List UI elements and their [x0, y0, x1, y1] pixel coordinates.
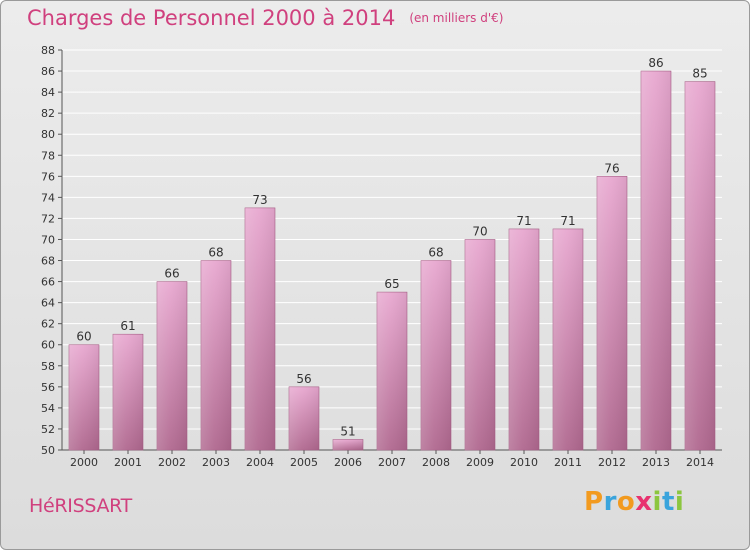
logo-letter: i — [674, 487, 685, 517]
bar-shade — [465, 239, 495, 450]
logo-letter: t — [661, 487, 675, 517]
y-tick-label: 88 — [41, 44, 55, 57]
title-text: Charges de Personnel 2000 à 2014 — [27, 6, 396, 30]
bar-value-label: 76 — [604, 161, 619, 175]
bar-value-label: 65 — [384, 277, 399, 291]
bar-shade — [377, 292, 407, 450]
bar-value-label: 71 — [560, 214, 575, 228]
commune-name: HéRISSART — [29, 495, 132, 517]
x-tick-label: 2004 — [246, 456, 274, 469]
y-tick-label: 86 — [41, 65, 55, 78]
bar-value-label: 86 — [648, 56, 663, 70]
x-tick-label: 2010 — [510, 456, 538, 469]
bars — [68, 70, 716, 451]
y-tick-label: 52 — [41, 423, 55, 436]
bar-value-label: 85 — [692, 67, 707, 81]
bar-shade — [553, 228, 583, 450]
y-tick-label: 80 — [41, 128, 55, 141]
y-tick-label: 70 — [41, 233, 55, 246]
bar-value-label: 60 — [76, 330, 91, 344]
bar-shade — [641, 71, 671, 450]
logo-letter: P — [584, 487, 604, 517]
x-tick-label: 2013 — [642, 456, 670, 469]
bar-value-label: 51 — [340, 424, 355, 438]
labels: 60 2000 61 2001 66 2002 68 2003 73 2004 56 2005 51 20… — [70, 56, 714, 469]
y-tick-label: 64 — [41, 297, 55, 310]
x-tick-label: 2005 — [290, 456, 318, 469]
bar-value-label: 61 — [120, 319, 135, 333]
bar-shade — [113, 334, 143, 450]
bar-shade — [69, 344, 99, 450]
x-tick-label: 2003 — [202, 456, 230, 469]
y-tick-label: 62 — [41, 318, 55, 331]
proxiti-logo: Proxiti — [584, 487, 684, 517]
y-tick-label: 58 — [41, 360, 55, 373]
x-tick-label: 2014 — [686, 456, 714, 469]
y-tick-label: 84 — [41, 86, 55, 99]
y-tick-label: 68 — [41, 255, 55, 268]
logo-letter: i — [652, 487, 662, 517]
bar-value-label: 71 — [516, 214, 531, 228]
bar-shade — [201, 260, 231, 450]
y-tick-label: 66 — [41, 276, 55, 289]
x-tick-label: 2006 — [334, 456, 362, 469]
bar-shade — [509, 228, 539, 450]
y-tick-label: 60 — [41, 339, 55, 352]
y-tick-label: 78 — [41, 149, 55, 162]
bar-value-label: 66 — [164, 267, 179, 281]
bar-shade — [289, 386, 319, 450]
bar-value-label: 73 — [252, 193, 267, 207]
bar-shade — [333, 439, 363, 450]
x-tick-label: 2011 — [554, 456, 582, 469]
y-tick-label: 74 — [41, 191, 55, 204]
bar-value-label: 56 — [296, 372, 311, 386]
chart-title: Charges de Personnel 2000 à 2014 (en mill… — [27, 6, 503, 30]
y-tick-label: 56 — [41, 381, 55, 394]
logo-letter: r — [603, 487, 617, 517]
y-tick-label: 82 — [41, 107, 55, 120]
bar-value-label: 68 — [428, 246, 443, 260]
bar-shade — [157, 281, 187, 450]
y-tick-label: 54 — [41, 402, 55, 415]
x-tick-label: 2000 — [70, 456, 98, 469]
x-tick-label: 2008 — [422, 456, 450, 469]
bar-value-label: 68 — [208, 246, 223, 260]
x-tick-label: 2001 — [114, 456, 142, 469]
logo-letter: x — [635, 487, 653, 517]
chart-subtitle: (en milliers d'€) — [409, 11, 504, 25]
x-tick-label: 2012 — [598, 456, 626, 469]
x-tick-label: 2007 — [378, 456, 406, 469]
bar-shade — [245, 207, 275, 450]
bar-shade — [685, 81, 715, 450]
logo-letter: o — [616, 487, 636, 517]
bar-shade — [421, 260, 451, 450]
y-tick-label: 50 — [41, 444, 55, 457]
y-tick-label: 72 — [41, 212, 55, 225]
x-tick-label: 2002 — [158, 456, 186, 469]
bar-value-label: 70 — [472, 224, 487, 238]
y-tick-label: 76 — [41, 170, 55, 183]
x-tick-label: 2009 — [466, 456, 494, 469]
bar-shade — [597, 176, 627, 450]
